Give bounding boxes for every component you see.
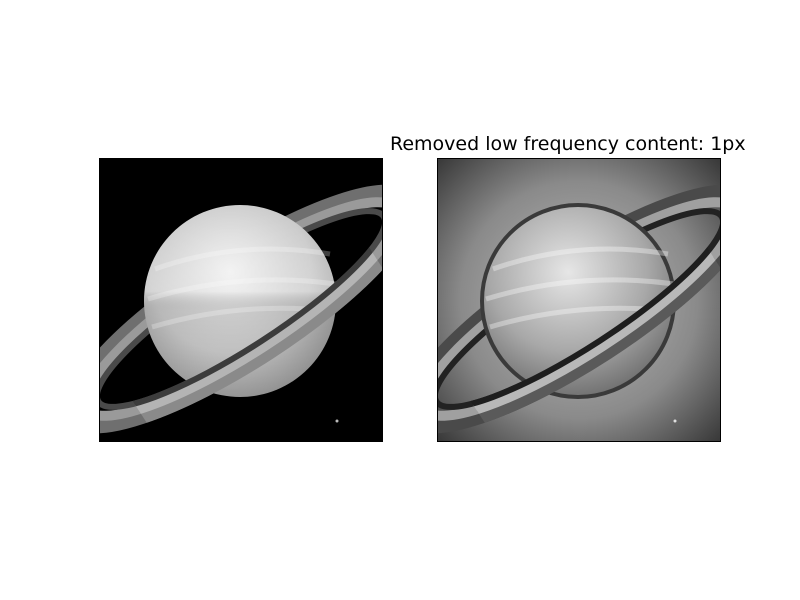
saturn-highpass-image <box>438 159 720 441</box>
right-panel-title: Removed low frequency content: 1px <box>390 133 746 155</box>
original-image-panel <box>99 158 383 442</box>
filtered-image-panel <box>437 158 721 442</box>
saturn-image <box>100 159 382 441</box>
